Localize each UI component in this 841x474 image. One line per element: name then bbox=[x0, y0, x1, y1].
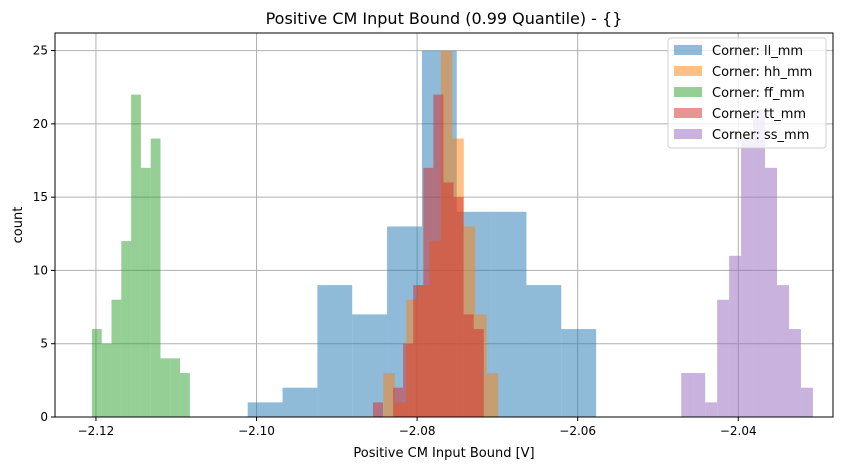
bar-corner-ll-mm bbox=[526, 285, 562, 417]
bar-corner-ss-mm bbox=[693, 373, 706, 417]
bar-corner-hh-mm bbox=[383, 373, 395, 417]
bar-corner-ff-mm bbox=[170, 358, 181, 417]
legend-swatch bbox=[674, 108, 702, 118]
legend: Corner: ll_mm Corner: hh_mm Corner: ff_mm C… bbox=[667, 37, 827, 149]
bars bbox=[91, 50, 813, 417]
bar-corner-ss-mm bbox=[777, 285, 789, 417]
bar-corner-ff-mm bbox=[131, 94, 141, 417]
bar-corner-tt-mm bbox=[403, 343, 414, 417]
y-tick-label: 5 bbox=[40, 337, 48, 351]
bar-corner-ss-mm bbox=[765, 167, 778, 417]
bar-corner-ff-mm bbox=[101, 343, 112, 417]
x-tick-label: −2.10 bbox=[238, 424, 275, 438]
bar-corner-ll-mm bbox=[247, 402, 283, 417]
bar-corner-ff-mm bbox=[150, 138, 161, 417]
bar-corner-ff-mm bbox=[140, 167, 151, 417]
y-axis-label: count bbox=[11, 207, 26, 244]
x-tick-label: −2.12 bbox=[78, 424, 115, 438]
y-tick-label: 20 bbox=[33, 117, 48, 131]
chart-title: Positive CM Input Bound (0.99 Quantile) … bbox=[266, 9, 623, 28]
plot-frame bbox=[54, 32, 834, 418]
legend-swatch bbox=[674, 87, 702, 97]
bar-corner-ss-mm bbox=[753, 109, 766, 417]
legend-swatch bbox=[674, 45, 702, 55]
bar-corner-tt-mm bbox=[433, 94, 444, 417]
bar-corner-ff-mm bbox=[91, 329, 102, 417]
bar-corner-tt-mm bbox=[372, 402, 384, 417]
bar-corner-ss-mm bbox=[800, 387, 813, 417]
bar-corner-ss-mm bbox=[741, 138, 754, 417]
bar-corner-tt-mm bbox=[393, 387, 404, 417]
bar-corner-ss-mm bbox=[729, 255, 742, 417]
x-tick-label: −2.04 bbox=[720, 424, 757, 438]
bar-corner-hh-mm bbox=[486, 373, 499, 417]
bar-corner-ff-mm bbox=[111, 299, 122, 417]
bar-corner-ll-mm bbox=[317, 285, 353, 417]
bar-corner-ff-mm bbox=[180, 373, 190, 417]
legend-label: Corner: ss_mm bbox=[712, 128, 809, 143]
bar-corner-tt-mm bbox=[423, 167, 434, 417]
y-tick-label: 10 bbox=[33, 263, 48, 277]
legend-label: Corner: hh_mm bbox=[712, 65, 812, 80]
legend-swatch bbox=[674, 129, 702, 139]
bar-corner-ll-mm bbox=[561, 329, 597, 417]
y-tick-label: 15 bbox=[33, 190, 48, 204]
axis-ticks: −2.12 −2.10 −2.08 −2.06 −2.04 0 5 10 15 20 25 bbox=[33, 44, 757, 438]
x-tick-label: −2.06 bbox=[559, 424, 596, 438]
x-tick-label: −2.08 bbox=[399, 424, 436, 438]
bar-corner-ff-mm bbox=[121, 241, 132, 417]
bar-corner-tt-mm bbox=[413, 285, 424, 417]
y-tick-label: 0 bbox=[40, 410, 48, 424]
bar-corner-ll-mm bbox=[352, 314, 388, 417]
bar-corner-ss-mm bbox=[705, 402, 718, 417]
legend-label: Corner: tt_mm bbox=[712, 107, 806, 122]
bar-corner-ff-mm bbox=[160, 358, 171, 417]
bar-corner-ss-mm bbox=[681, 373, 694, 417]
bar-corner-ss-mm bbox=[788, 329, 801, 417]
legend-label: Corner: ff_mm bbox=[712, 86, 805, 101]
bar-corner-tt-mm bbox=[473, 329, 484, 417]
bar-corner-ll-mm bbox=[282, 387, 318, 417]
bar-corner-tt-mm bbox=[453, 197, 464, 417]
bar-corner-tt-mm bbox=[443, 182, 454, 417]
bar-corner-tt-mm bbox=[463, 314, 474, 417]
legend-swatch bbox=[674, 66, 702, 76]
legend-label: Corner: ll_mm bbox=[712, 44, 803, 59]
y-tick-label: 25 bbox=[33, 44, 48, 58]
x-axis-label: Positive CM Input Bound [V] bbox=[353, 446, 534, 461]
legend-box bbox=[667, 37, 827, 149]
bar-corner-ss-mm bbox=[717, 299, 730, 417]
